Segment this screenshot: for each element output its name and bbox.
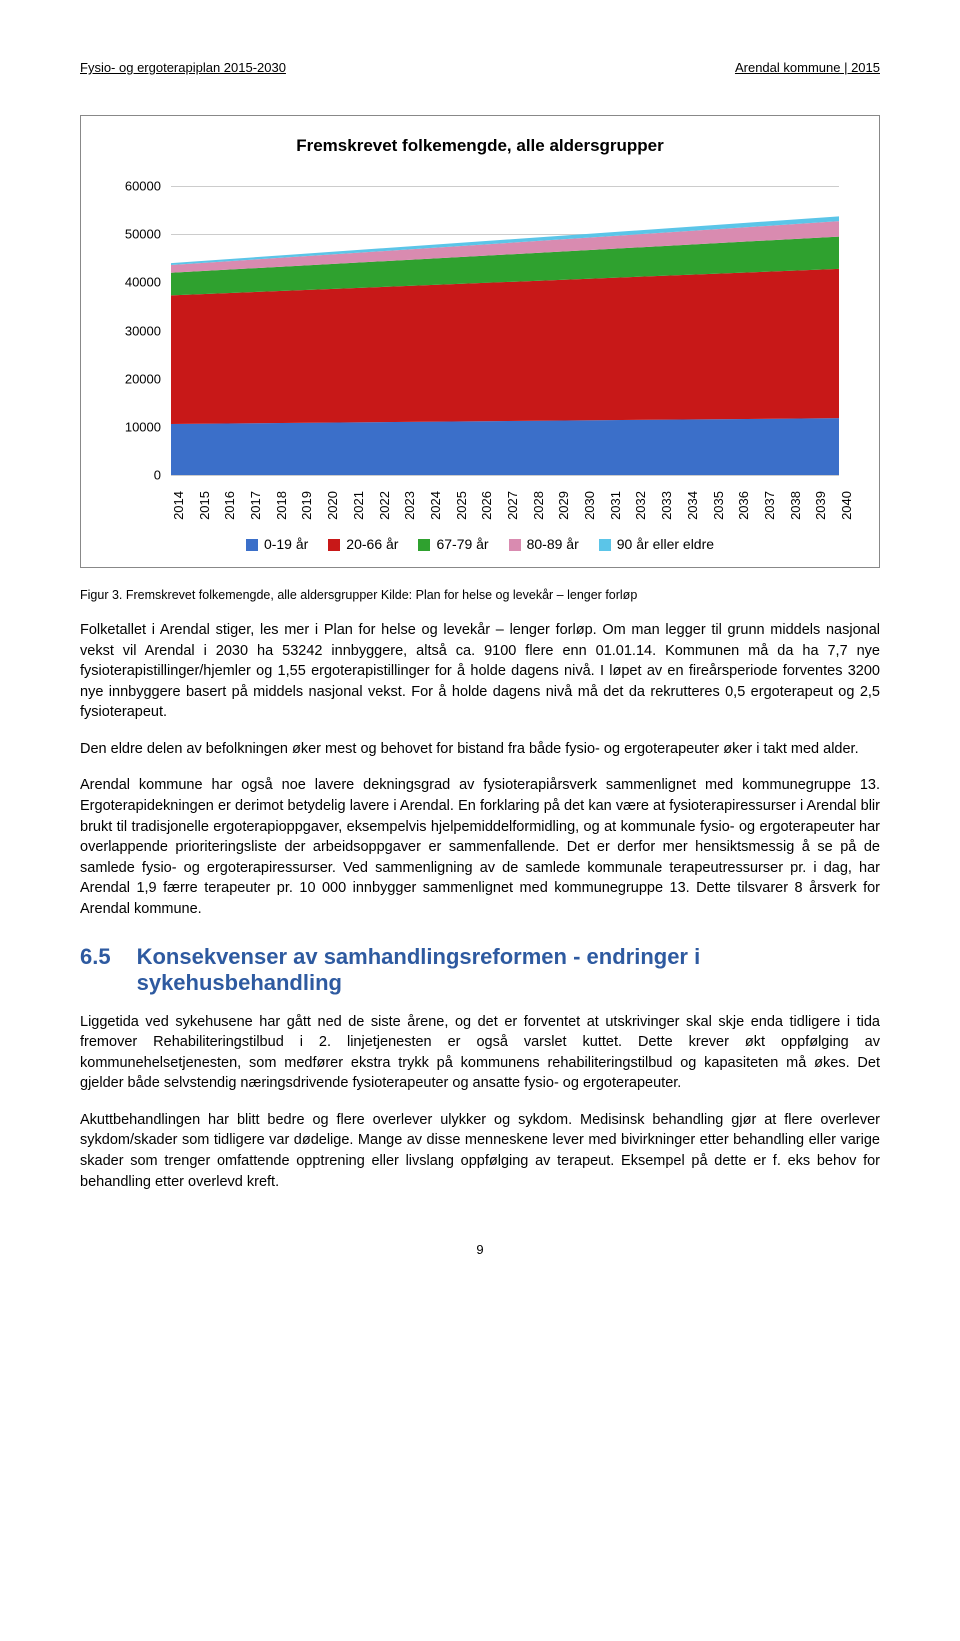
page-header: Fysio- og ergoterapiplan 2015-2030 Arend… [80,60,880,75]
chart-legend: 0-19 år 20-66 år 67-79 år 80-89 år 90 år ell… [111,536,849,552]
chart-xtick-label: 2014 [171,491,186,520]
chart-plot: 0100002000030000400005000060000 [171,186,839,476]
chart-xtick-label: 2016 [222,491,237,520]
paragraph-5: Akuttbehandlingen har blitt bedre og fle… [80,1110,880,1192]
chart-xtick-label: 2035 [711,491,726,520]
paragraph-1: Folketallet i Arendal stiger, les mer i … [80,620,880,723]
chart-xlabels: 2014201520162017201820192020202120222023… [171,476,839,506]
legend-label: 90 år eller eldre [617,536,714,552]
chart-xtick-label: 2015 [197,491,212,520]
chart-series-0-19 år [171,418,839,475]
legend-swatch [509,539,521,551]
legend-item: 90 år eller eldre [599,536,714,552]
chart-ytick-label: 0 [111,468,161,483]
chart-container: Fremskrevet folkemengde, alle aldersgrup… [80,115,880,568]
chart-xtick-label: 2025 [454,491,469,520]
chart-xtick-label: 2018 [274,491,289,520]
chart-area: 0100002000030000400005000060000 20142015… [111,186,849,506]
chart-title: Fremskrevet folkemengde, alle aldersgrup… [111,136,849,156]
legend-item: 67-79 år [418,536,488,552]
chart-xtick-label: 2022 [377,491,392,520]
chart-xtick-label: 2024 [428,491,443,520]
chart-xtick-label: 2036 [736,491,751,520]
chart-xtick-label: 2027 [505,491,520,520]
chart-xtick-label: 2019 [299,491,314,520]
chart-xtick-label: 2017 [248,491,263,520]
chart-xtick-label: 2039 [813,491,828,520]
figure-label: Figur 3. [80,588,122,602]
chart-xtick-label: 2026 [479,491,494,520]
legend-item: 20-66 år [328,536,398,552]
header-right: Arendal kommune | 2015 [735,60,880,75]
figure-source: Kilde: Plan for helse og levekår – lenge… [381,588,637,602]
legend-swatch [418,539,430,551]
legend-label: 20-66 år [346,536,398,552]
paragraph-3: Arendal kommune har også noe lavere dekn… [80,775,880,919]
legend-label: 80-89 år [527,536,579,552]
chart-ytick-label: 50000 [111,227,161,242]
chart-xtick-label: 2023 [402,491,417,520]
legend-swatch [328,539,340,551]
chart-xtick-label: 2040 [839,491,854,520]
chart-ytick-label: 40000 [111,275,161,290]
legend-item: 80-89 år [509,536,579,552]
page-number: 9 [80,1242,880,1257]
section-number: 6.5 [80,944,111,996]
chart-ytick-label: 10000 [111,419,161,434]
chart-xtick-label: 2032 [633,491,648,520]
header-left: Fysio- og ergoterapiplan 2015-2030 [80,60,286,75]
chart-ytick-label: 20000 [111,371,161,386]
chart-xtick-label: 2029 [556,491,571,520]
legend-swatch [246,539,258,551]
chart-ytick-label: 60000 [111,179,161,194]
paragraph-2: Den eldre delen av befolkningen øker mes… [80,739,880,760]
chart-xtick-label: 2031 [608,491,623,520]
chart-ytick-label: 30000 [111,323,161,338]
chart-series-20-66 år [171,269,839,424]
figure-caption: Figur 3. Fremskrevet folkemengde, alle a… [80,588,880,602]
legend-label: 0-19 år [264,536,308,552]
chart-xtick-label: 2038 [788,491,803,520]
section-heading: 6.5 Konsekvenser av samhandlingsreformen… [80,944,880,996]
section-title: Konsekvenser av samhandlingsreformen - e… [137,944,880,996]
chart-xtick-label: 2021 [351,491,366,520]
chart-xtick-label: 2037 [762,491,777,520]
paragraph-4: Liggetida ved sykehusene har gått ned de… [80,1012,880,1094]
chart-xtick-label: 2033 [659,491,674,520]
legend-label: 67-79 år [436,536,488,552]
chart-xtick-label: 2030 [582,491,597,520]
legend-swatch [599,539,611,551]
chart-xtick-label: 2034 [685,491,700,520]
figure-caption-text: Fremskrevet folkemengde, alle aldersgrup… [126,588,378,602]
legend-item: 0-19 år [246,536,308,552]
chart-xtick-label: 2020 [325,491,340,520]
chart-xtick-label: 2028 [531,491,546,520]
